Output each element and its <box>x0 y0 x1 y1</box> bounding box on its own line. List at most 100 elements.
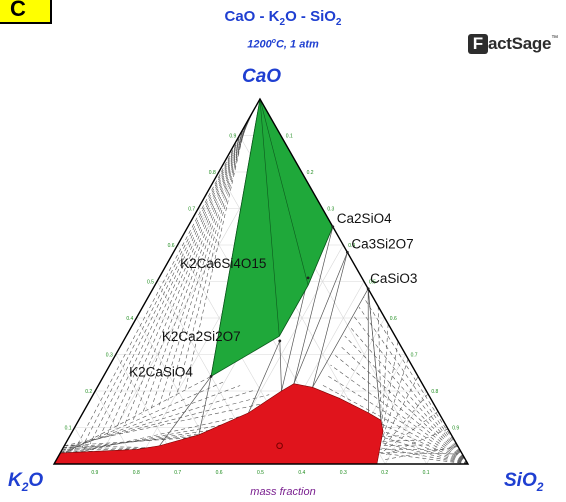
tie-line <box>98 110 254 440</box>
tie-line <box>248 340 281 414</box>
tie-line <box>210 98 261 377</box>
compound-label: K2Ca6Si4O15 <box>180 256 266 271</box>
tick-label-left: 0.2 <box>85 389 92 395</box>
compound-point <box>331 225 335 229</box>
grid-line <box>426 427 448 465</box>
tie-line <box>281 277 309 392</box>
tie-line <box>115 113 253 430</box>
tick-label-right: 0.8 <box>431 389 438 395</box>
tick-label-left: 0.7 <box>188 207 195 213</box>
tick-label-right: 0.5 <box>369 280 376 286</box>
tick-label-bottom: 0.8 <box>133 470 140 476</box>
tick-label-left: 0.3 <box>106 353 113 359</box>
tie-line <box>307 226 334 286</box>
tie-line <box>176 123 247 396</box>
vertex-label-k2o: K2O <box>8 470 44 494</box>
tie-line <box>133 116 251 420</box>
tie-line <box>312 288 369 388</box>
tick-label-right: 0.7 <box>411 353 418 359</box>
compound-point <box>366 287 370 291</box>
compound-label: K2Ca2Si2O7 <box>162 329 241 344</box>
tie-line <box>358 307 469 465</box>
tie-line <box>184 125 246 391</box>
tie-line <box>382 376 419 443</box>
compound-point <box>278 339 282 343</box>
tie-line <box>198 376 212 435</box>
tick-label-bottom: 0.3 <box>340 470 347 476</box>
grid-line <box>384 390 427 465</box>
tie-line <box>293 252 348 384</box>
tie-line <box>381 323 389 429</box>
temperature-badge: C <box>0 0 52 24</box>
tie-line <box>158 120 248 406</box>
tie-line <box>377 306 382 425</box>
tie-line <box>64 398 284 447</box>
tick-label-bottom: 0.4 <box>298 470 305 476</box>
tie-line <box>61 389 255 451</box>
tick-label-left: 0.1 <box>65 426 72 432</box>
tie-line <box>349 326 469 465</box>
tie-line <box>81 107 256 449</box>
green-region-tie-lines <box>210 98 334 377</box>
tie-line <box>150 119 249 411</box>
triangle-outline <box>52 97 470 465</box>
compound-point <box>306 276 310 280</box>
liquid-region <box>53 383 384 465</box>
tie-line <box>72 106 257 454</box>
page-title: CaO - K2O - SiO2 <box>224 8 342 28</box>
page-subtitle: 1200oC, 1 atm <box>247 38 319 51</box>
tie-line <box>384 446 459 460</box>
composition-marker <box>276 442 283 450</box>
tick-label-right: 0.2 <box>307 170 314 176</box>
factsage-logo-icon: F <box>468 34 488 54</box>
tie-line <box>363 297 469 465</box>
compound-label: CaSiO3 <box>370 271 417 286</box>
tie-line <box>62 394 270 449</box>
compound-label: Ca2SiO4 <box>337 211 392 226</box>
tick-label-left: 0.8 <box>209 170 216 176</box>
tie-line <box>167 122 248 401</box>
tick-label-right: 0.9 <box>452 426 459 432</box>
vertex-label-cao: CaO <box>242 66 282 87</box>
tick-label-right: 0.6 <box>390 316 397 322</box>
tick-label-bottom: 0.7 <box>174 470 181 476</box>
compound-labels: Ca2SiO4 Ca3Si2O7 CaSiO3 K2Ca6Si4O15 K2Ca2Si2… <box>129 211 417 380</box>
tick-label-right: 0.3 <box>327 207 334 213</box>
tie-line <box>339 345 469 465</box>
tick-label-left: 0.6 <box>168 243 175 249</box>
tick-label-left: 0.5 <box>147 280 154 286</box>
tie-line <box>279 340 282 392</box>
tie-line <box>279 285 309 337</box>
tick-label-bottom: 0.9 <box>91 470 98 476</box>
tick-label-left: 0.9 <box>229 134 236 140</box>
tie-line <box>383 393 429 447</box>
tick-labels: 0.1 0.1 0.1 0.2 0.2 0.2 0.3 0.3 0.3 0.4 0.4 0.4 0.5 0… <box>65 134 460 477</box>
compound-point <box>209 375 213 378</box>
tick-label-right: 0.4 <box>348 243 355 249</box>
tick-label-right: 0.1 <box>286 134 293 140</box>
tie-line <box>159 376 212 446</box>
tie-line <box>367 288 382 421</box>
tick-label-bottom: 0.2 <box>381 470 388 476</box>
tick-label-bottom: 0.6 <box>216 470 223 476</box>
tie-line <box>259 98 309 286</box>
compound-point <box>345 250 349 254</box>
tie-line <box>335 355 469 465</box>
tie-line <box>107 112 253 435</box>
tie-line <box>382 358 409 438</box>
tie-line <box>330 364 469 465</box>
compound-label: Ca3Si2O7 <box>351 236 413 251</box>
tick-label-bottom: 0.1 <box>423 470 430 476</box>
axis-caption: mass fraction <box>250 486 316 498</box>
tick-label-bottom: 0.5 <box>257 470 264 476</box>
tie-line <box>89 109 255 444</box>
vertex-label-sio2: SiO2 <box>504 470 544 494</box>
tie-line <box>293 226 334 384</box>
tie-line <box>381 341 399 434</box>
compound-label: K2CaSiO4 <box>129 364 193 379</box>
tie-line <box>344 335 469 465</box>
tie-line <box>384 428 449 456</box>
tie-line <box>297 432 469 465</box>
